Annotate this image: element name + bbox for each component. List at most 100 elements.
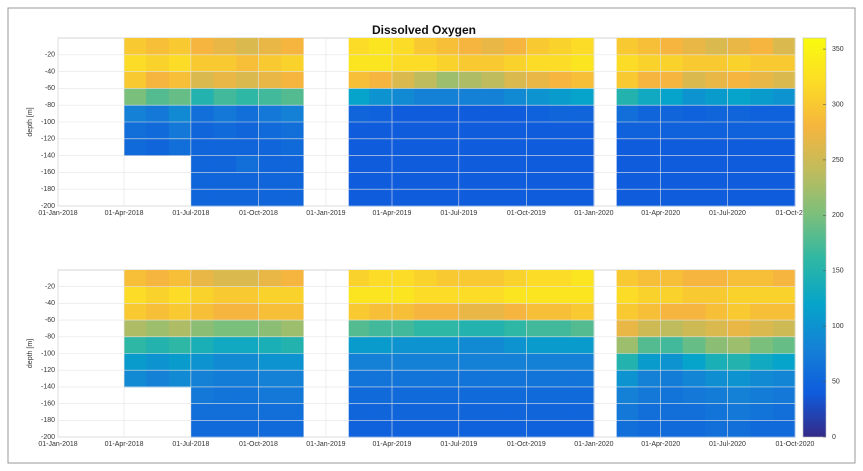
heat-cell [571,172,595,190]
heat-cell [481,189,505,207]
heat-cell [236,88,259,106]
heat-cell [705,155,728,173]
heat-cell [727,38,751,56]
heat-cell [236,54,259,72]
heat-cell [458,420,482,438]
heat-cell [124,370,147,388]
heat-cell [504,138,527,156]
heat-cell [772,353,796,371]
x-tick-label: 01-Oct-2019 [507,210,546,217]
heat-cell [660,138,684,156]
heat-cell [458,105,482,123]
heat-cell [124,320,147,338]
heat-cell [637,71,662,89]
y-tick-label: -100 [41,350,55,357]
heat-cell [190,155,215,173]
heat-cell [526,370,550,388]
heat-cell [190,138,215,156]
heat-cell [637,370,662,388]
heat-cell [168,105,192,123]
heat-cell [571,403,595,421]
heat-cell [571,155,595,173]
heat-cell [660,54,684,72]
heat-cell [369,38,393,56]
heat-cell [549,336,572,354]
heat-cell [414,38,438,56]
heat-cell [348,71,370,89]
heat-cell [526,403,550,421]
heat-cell [682,105,706,123]
heat-cell [727,320,751,338]
heat-cell [571,270,595,288]
heat-cell [414,370,438,388]
heat-cell [369,189,393,207]
heat-cell [481,155,505,173]
heat-cell [391,54,415,72]
heat-cell [481,88,505,106]
heat-cell [458,54,482,72]
heat-cell [660,303,684,321]
heat-cell [705,370,728,388]
heat-cell [258,138,282,156]
heat-cell [504,370,527,388]
heat-cell [281,403,304,421]
y-tick-label: -180 [41,186,55,193]
x-tick-label: 01-Jan-2019 [306,210,345,217]
heat-cell [637,88,662,106]
y-tick-label: -200 [41,203,55,210]
heat-cell [549,403,572,421]
heat-cell [772,320,796,338]
heat-cell [481,386,505,404]
heat-cell [772,370,796,388]
heat-cell [705,386,728,404]
heat-cell [146,138,170,156]
heat-cell [124,122,147,140]
heat-cell [637,155,662,173]
heat-cell [682,38,706,56]
heat-cell [549,370,572,388]
heat-cell [213,105,237,123]
heat-cell [391,122,415,140]
x-tick-label: 01-Jul-2018 [172,210,209,217]
heat-cell [236,303,259,321]
heat-cell [660,172,684,190]
heat-cell [258,336,282,354]
heat-cell [369,336,393,354]
heat-cell [414,88,438,106]
heat-cell [348,105,370,123]
heat-cell [190,189,215,207]
heat-cell [190,71,215,89]
heat-cell [190,286,215,304]
heat-cell [236,38,259,56]
heat-cell [660,105,684,123]
heat-cell [348,122,370,140]
heat-cell [190,386,215,404]
heat-cell [750,420,774,438]
heat-cell [124,138,147,156]
heat-cell [504,105,527,123]
heat-cell [660,320,684,338]
x-tick-label: 01-Apr-2019 [373,210,412,217]
heat-cell [436,420,460,438]
heat-cell [391,336,415,354]
heat-cell [414,286,438,304]
heat-cell [369,286,393,304]
heat-cell [281,353,304,371]
heat-cell [481,270,505,288]
heat-cell [236,403,259,421]
heat-cell [348,88,370,106]
heat-cell [504,189,527,207]
heat-cell [281,38,304,56]
heat-cell [772,386,796,404]
heat-cell [481,353,505,371]
heat-cell [369,105,393,123]
heat-cell [772,189,796,207]
heat-cell [526,138,550,156]
x-tick-label: 01-Jul-2020 [709,210,746,217]
heat-cell [660,38,684,56]
heat-cell [458,172,482,190]
heat-cell [682,155,706,173]
heat-cell [124,54,147,72]
heat-cell [348,155,370,173]
